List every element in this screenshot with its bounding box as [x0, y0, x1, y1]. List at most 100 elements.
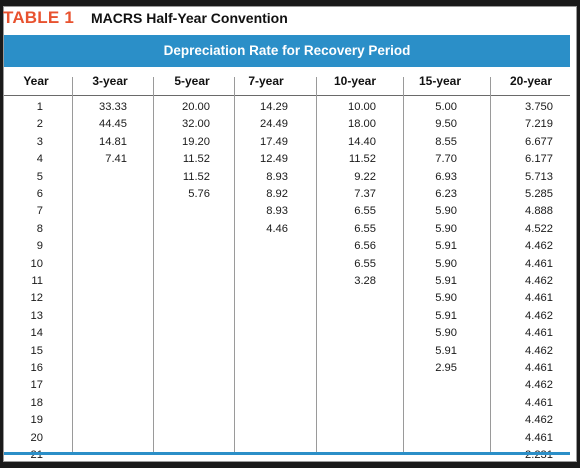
- rate-cell: 14.40: [348, 135, 376, 148]
- year-cell: 8: [36, 222, 43, 235]
- year-cell: 6: [36, 188, 43, 200]
- column-header: 15-year: [418, 74, 462, 88]
- rate-cell: 6.55: [354, 205, 376, 218]
- rate-cell: 8.55: [435, 135, 457, 148]
- rate-cell: 10.00: [348, 101, 376, 113]
- column-header: 20-year: [509, 74, 553, 88]
- rate-cell: 5.90: [435, 257, 457, 270]
- rate-cell: 3.750: [525, 101, 553, 113]
- rate-cell: 5.91: [435, 275, 457, 287]
- header-divider: [4, 95, 570, 96]
- year-cell: 12: [30, 292, 43, 305]
- table-number: TABLE 1: [3, 8, 74, 27]
- column-divider: [72, 77, 73, 452]
- year-cell: 21: [30, 449, 43, 461]
- table-frame: [3, 6, 577, 462]
- rate-cell: 7.219: [525, 118, 553, 131]
- rate-cell: 44.45: [99, 118, 127, 131]
- year-cell: 17: [30, 379, 43, 392]
- rate-cell: 5.91: [435, 309, 457, 322]
- rate-cell: 7.70: [435, 153, 457, 166]
- column-divider: [490, 77, 491, 452]
- rate-cell: 4.461: [525, 396, 553, 409]
- rate-cell: 5.90: [435, 292, 457, 305]
- rate-cell: 6.93: [435, 170, 457, 183]
- rate-cell: 6.677: [525, 135, 553, 148]
- rate-cell: 4.522: [525, 222, 553, 235]
- rate-cell: 4.461: [525, 431, 553, 444]
- column-group-banner: Depreciation Rate for Recovery Period: [4, 35, 570, 67]
- rate-cell: 20.00: [182, 101, 210, 113]
- rate-cell: 4.462: [525, 414, 553, 427]
- rate-cell: 2.231: [525, 449, 553, 461]
- year-cell: 18: [30, 396, 43, 409]
- rate-cell: 4.461: [525, 362, 553, 374]
- rate-cell: 4.461: [525, 257, 553, 270]
- year-cell: 7: [36, 205, 43, 218]
- year-cell: 16: [30, 362, 43, 374]
- rate-cell: 9.22: [354, 170, 376, 183]
- rate-cell: 11.52: [182, 153, 210, 166]
- rate-cell: 5.00: [435, 101, 457, 113]
- rate-cell: 7.41: [105, 153, 127, 166]
- rate-cell: 4.461: [525, 327, 553, 340]
- rate-cell: 8.93: [266, 170, 288, 183]
- rate-cell: 14.29: [260, 101, 288, 113]
- rate-cell: 5.90: [435, 205, 457, 218]
- column-divider: [316, 77, 317, 452]
- rate-cell: 4.462: [525, 309, 553, 322]
- rate-cell: 19.20: [182, 135, 210, 148]
- rate-cell: 7.37: [354, 188, 376, 200]
- banner-label: Depreciation Rate for Recovery Period: [163, 43, 411, 58]
- rate-cell: 5.285: [525, 188, 553, 200]
- year-cell: 15: [30, 344, 43, 357]
- column-header: 7-year: [248, 74, 284, 88]
- column-header: Year: [23, 74, 49, 88]
- rate-cell: 8.93: [266, 205, 288, 218]
- rate-cell: 4.462: [525, 275, 553, 287]
- rate-cell: 6.177: [525, 153, 553, 166]
- rate-cell: 14.81: [99, 135, 127, 148]
- rate-cell: 4.462: [525, 379, 553, 392]
- bottom-rule: [4, 452, 570, 455]
- rate-cell: 33.33: [99, 101, 127, 113]
- year-cell: 19: [30, 414, 43, 427]
- rate-cell: 2.95: [435, 362, 457, 374]
- rate-cell: 4.462: [525, 240, 553, 253]
- rate-cell: 4.46: [266, 222, 288, 235]
- year-cell: 14: [30, 327, 43, 340]
- column-header: 5-year: [174, 74, 210, 88]
- rate-cell: 5.90: [435, 222, 457, 235]
- rate-cell: 6.56: [354, 240, 376, 253]
- table-title: MACRS Half-Year Convention: [90, 10, 288, 26]
- rate-cell: 18.00: [348, 118, 376, 131]
- rate-cell: 32.00: [182, 118, 210, 131]
- column-divider: [403, 77, 404, 452]
- rate-cell: 6.23: [435, 188, 457, 200]
- rate-cell: 5.90: [435, 327, 457, 340]
- rate-cell: 4.461: [525, 292, 553, 305]
- rate-cell: 17.49: [260, 135, 288, 148]
- rate-cell: 5.91: [435, 240, 457, 253]
- rate-cell: 3.28: [354, 275, 376, 287]
- column-divider: [234, 77, 235, 452]
- rate-cell: 8.92: [266, 188, 288, 200]
- year-cell: 5: [36, 170, 43, 183]
- rate-cell: 12.49: [260, 153, 288, 166]
- column-divider: [153, 77, 154, 452]
- rate-cell: 5.76: [188, 188, 210, 200]
- rate-cell: 24.49: [260, 118, 288, 131]
- rate-cell: 6.55: [354, 257, 376, 270]
- rate-cell: 11.52: [182, 170, 210, 183]
- year-cell: 3: [36, 135, 43, 148]
- rate-cell: 4.888: [525, 205, 553, 218]
- depreciation-table: Year 3-year 5-year 7-year 10-year 15-year 20-y…: [4, 67, 570, 461]
- rate-cell: 11.52: [348, 153, 376, 166]
- year-cell: 2: [36, 118, 43, 131]
- rate-cell: 6.55: [354, 222, 376, 235]
- year-cell: 10: [30, 257, 43, 270]
- year-cell: 9: [36, 240, 43, 253]
- table-heading: TABLE 1 MACRS Half-Year Convention: [3, 8, 288, 30]
- column-header: 3-year: [92, 74, 128, 88]
- rate-cell: 5.91: [435, 344, 457, 357]
